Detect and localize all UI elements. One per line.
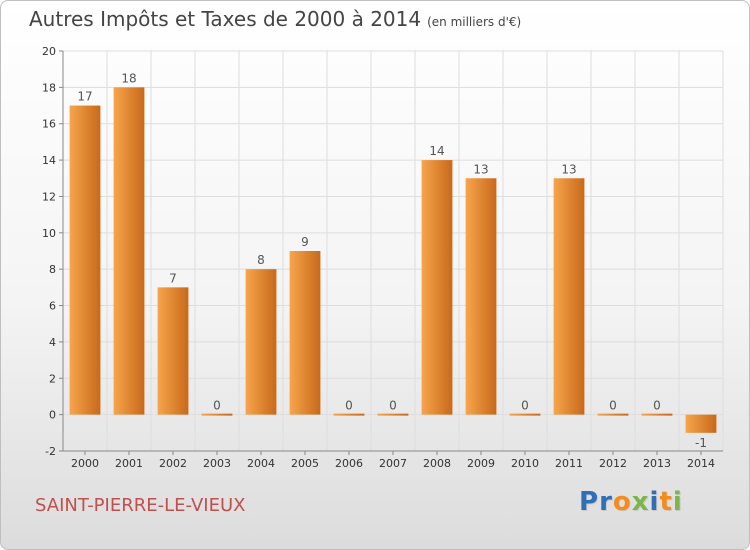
y-tick-label: 16 (42, 118, 56, 131)
commune-name: SAINT-PIERRE-LE-VIEUX (35, 495, 246, 516)
y-tick-label: 4 (49, 336, 56, 349)
data-label: 18 (121, 71, 136, 85)
x-tick-label: 2013 (643, 457, 671, 470)
x-tick-label: 2005 (291, 457, 319, 470)
data-label: 7 (169, 271, 177, 285)
y-tick-label: 10 (42, 227, 56, 240)
x-tick-label: 2007 (379, 457, 407, 470)
x-tick-label: 2000 (71, 457, 99, 470)
data-label: 0 (609, 399, 617, 413)
logo-letter: P (579, 487, 600, 517)
x-tick-label: 2006 (335, 457, 363, 470)
data-label: 0 (521, 399, 529, 413)
logo-letter: r (599, 487, 613, 517)
data-label: 0 (653, 399, 661, 413)
title-text: Autres Impôts et Taxes de 2000 à 2014 (29, 7, 422, 31)
y-tick-label: 6 (49, 300, 56, 313)
x-tick-label: 2001 (115, 457, 143, 470)
x-tick-label: 2002 (159, 457, 187, 470)
bar-2004 (245, 269, 277, 415)
chart-subtitle: (en milliers d'€) (427, 15, 522, 29)
data-label: 13 (561, 162, 576, 176)
bars (69, 87, 717, 433)
y-tick-label: 12 (42, 190, 56, 203)
data-label: -1 (695, 436, 707, 450)
logo-letter: i (649, 487, 660, 517)
data-label: 13 (473, 162, 488, 176)
bar-2007 (377, 413, 409, 416)
bar-2006 (333, 413, 365, 416)
y-tick-label: 0 (49, 409, 56, 422)
data-label: 8 (257, 253, 265, 267)
x-tick-label: 2003 (203, 457, 231, 470)
data-label: 0 (345, 399, 353, 413)
logo-letter: o (612, 487, 632, 517)
y-tick-label: 20 (42, 45, 56, 58)
bar-2001 (113, 87, 145, 415)
data-label: 9 (301, 235, 309, 249)
bar-2005 (289, 251, 321, 415)
bar-2010 (509, 413, 541, 416)
bar-2014 (685, 414, 717, 433)
bar-2008 (421, 160, 453, 415)
x-tick-label: 2014 (687, 457, 715, 470)
y-tick-label: 14 (42, 154, 56, 167)
y-tick-label: 8 (49, 263, 56, 276)
y-tick-label: 18 (42, 81, 56, 94)
x-tick-label: 2008 (423, 457, 451, 470)
x-tick-label: 2010 (511, 457, 539, 470)
x-tick-label: 2012 (599, 457, 627, 470)
chart-title: Autres Impôts et Taxes de 2000 à 2014 (en… (29, 7, 521, 31)
bar-2011 (553, 178, 585, 415)
bar-2013 (641, 413, 673, 416)
bar-2009 (465, 178, 497, 415)
bar-2012 (597, 413, 629, 416)
y-tick-label: 2 (49, 372, 56, 385)
data-label: 0 (213, 399, 221, 413)
x-tick-label: 2009 (467, 457, 495, 470)
axes (59, 50, 723, 455)
y-tick-label: -2 (45, 445, 56, 458)
bar-2000 (69, 105, 101, 415)
x-tick-label: 2004 (247, 457, 275, 470)
data-label: 17 (77, 90, 92, 104)
labels: -2 0 2 4 6 8 10 12 14 16 18 20 17 2000 18 2001 7 2002 0 200… (42, 45, 715, 470)
logo-letter: x (631, 487, 650, 517)
bar-2003 (201, 413, 233, 416)
logo-letter: i (672, 487, 683, 517)
logo-letter: t (659, 487, 673, 517)
x-tick-label: 2011 (555, 457, 583, 470)
data-label: 14 (429, 144, 444, 158)
bar-2002 (157, 287, 189, 415)
data-label: 0 (389, 399, 397, 413)
proxiti-logo[interactable]: Proxiti (579, 487, 683, 517)
